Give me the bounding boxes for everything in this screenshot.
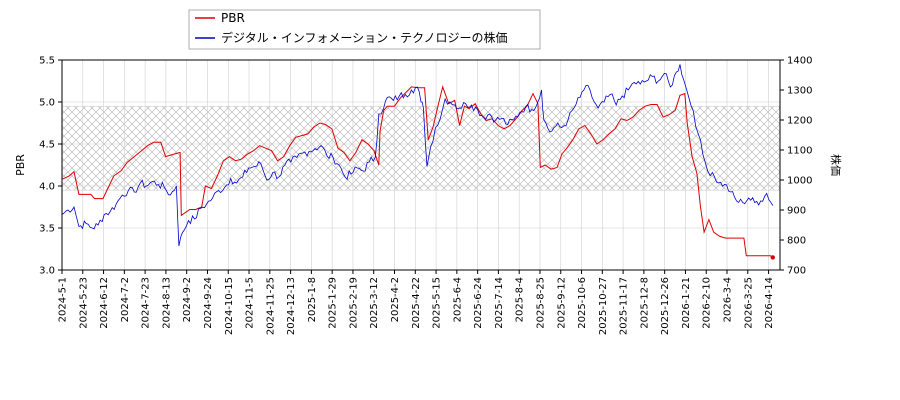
- x-axis: 2024-5-1 2024-5-23 2024-6-12 2024-7-2 2024-7…: [58, 270, 775, 335]
- x-tick-label: 2025-8-25: [535, 277, 546, 329]
- legend: PBR デジタル・インフォメーション・テクノロジーの株価: [188, 9, 541, 50]
- series-group: [61, 64, 775, 260]
- x-tick-label: 2024-11-5: [245, 277, 256, 329]
- x-tick-label: 2025-2-19: [348, 277, 359, 329]
- right-tick-label: 1100: [787, 146, 812, 157]
- x-tick-label: 2026-3-25: [743, 277, 754, 329]
- series-line-pbr: [61, 85, 774, 258]
- right-tick-label: 1200: [787, 116, 812, 127]
- x-tick-label: 2024-10-15: [224, 277, 235, 335]
- x-tick-label: 2024-11-25: [265, 277, 276, 335]
- series-end-marker-pbr: [770, 255, 775, 260]
- x-tick-label: 2026-2-10: [702, 277, 713, 329]
- x-tick-label: 2025-3-12: [369, 277, 380, 329]
- left-tick-label: 5.5: [39, 56, 55, 67]
- x-tick-label: 2024-5-23: [78, 277, 89, 329]
- x-tick-label: 2025-11-17: [619, 277, 630, 335]
- left-tick-label: 5.0: [39, 98, 55, 109]
- left-tick-label: 4.0: [39, 182, 55, 193]
- x-tick-label: 2025-7-14: [494, 277, 505, 329]
- right-tick-label: 700: [787, 266, 806, 277]
- right-tick-label: 900: [787, 206, 806, 217]
- x-tick-label: 2024-12-13: [286, 277, 297, 335]
- x-tick-label: 2026-3-4: [723, 277, 734, 322]
- x-tick-label: 2025-4-22: [411, 277, 422, 329]
- right-tick-label: 1400: [787, 56, 812, 67]
- right-axis: 700 800 900 1000 1100 1200 1300 1400: [780, 56, 812, 277]
- pbr-range-band: [61, 105, 781, 191]
- right-tick-label: 1000: [787, 176, 812, 187]
- x-tick-label: 2025-6-24: [473, 277, 484, 329]
- left-axis: 3.0 3.5 4.0 4.5 5.0 5.5: [39, 56, 62, 277]
- right-tick-label: 1300: [787, 86, 812, 97]
- x-tick-label: 2025-12-8: [639, 277, 650, 329]
- legend-label-stock: デジタル・インフォメーション・テクノロジーの株価: [221, 30, 507, 45]
- x-tick-label: 2025-9-12: [556, 277, 567, 329]
- x-tick-label: 2024-9-2: [182, 277, 193, 322]
- series-line-stock-price: [61, 64, 774, 247]
- x-tick-label: 2024-8-13: [161, 277, 172, 329]
- left-tick-label: 4.5: [39, 140, 55, 151]
- x-tick-label: 2024-5-1: [58, 277, 69, 322]
- x-tick-label: 2025-10-27: [598, 277, 609, 335]
- x-tick-label: 2025-5-15: [432, 277, 443, 329]
- x-tick-label: 2025-1-8: [307, 277, 318, 322]
- x-tick-label: 2025-10-6: [577, 277, 588, 329]
- x-tick-label: 2026-4-14: [764, 277, 775, 329]
- x-tick-label: 2024-7-23: [141, 277, 152, 329]
- x-tick-label: 2025-6-4: [452, 277, 463, 322]
- right-tick-label: 800: [787, 236, 806, 247]
- legend-label-pbr: PBR: [221, 11, 245, 25]
- x-tick-label: 2026-1-21: [681, 277, 692, 329]
- x-tick-label: 2025-4-2: [390, 277, 401, 322]
- x-tick-label: 2025-1-29: [328, 277, 339, 329]
- x-tick-label: 2024-9-24: [203, 277, 214, 329]
- x-tick-label: 2025-8-4: [515, 277, 526, 322]
- x-tick-label: 2024-7-2: [120, 277, 131, 322]
- grid-lines: [61, 59, 780, 271]
- plot-frame: [61, 59, 781, 271]
- left-tick-label: 3.5: [39, 224, 55, 235]
- x-tick-label: 2025-12-26: [660, 277, 671, 335]
- x-tick-label: 2024-6-12: [99, 277, 110, 329]
- left-tick-label: 3.0: [39, 266, 55, 277]
- right-axis-title: 株価: [829, 154, 843, 176]
- left-axis-title: PBR: [14, 154, 27, 176]
